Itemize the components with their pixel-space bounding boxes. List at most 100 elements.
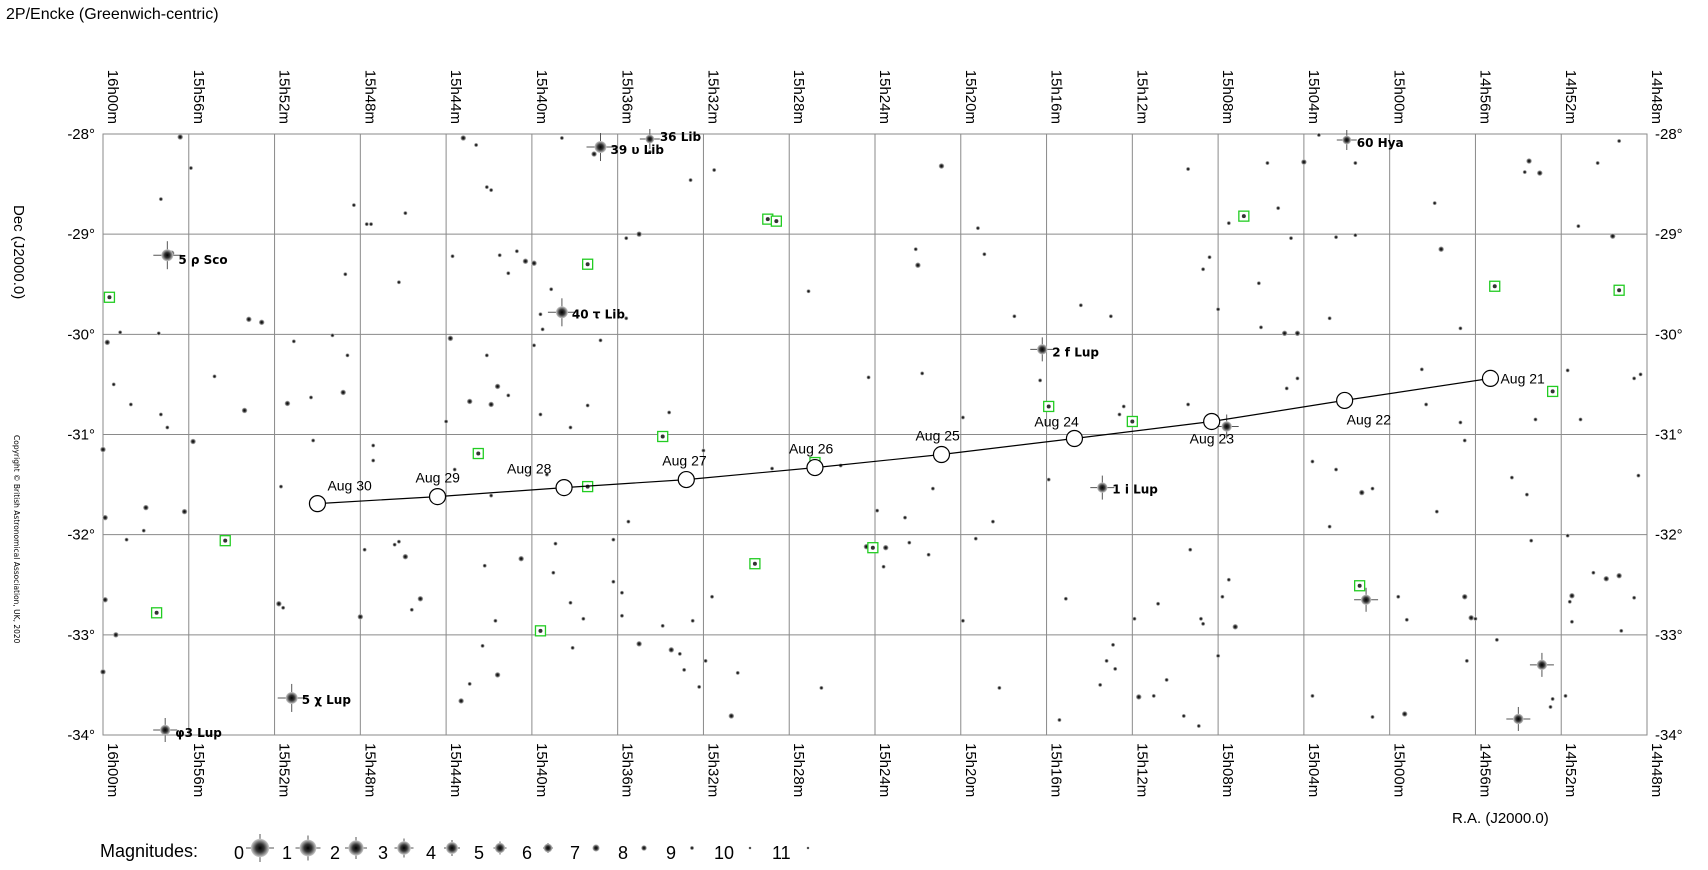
comet-date-label: Aug 27 [662, 453, 707, 469]
field-star [1569, 619, 1574, 624]
field-star [460, 135, 467, 141]
bright-star [1529, 652, 1554, 677]
variable-dot [1357, 583, 1362, 588]
field-star [212, 374, 217, 379]
field-star [1619, 628, 1624, 633]
star-label: 40 τ Lib [572, 307, 625, 321]
variable-dot [476, 451, 481, 456]
dec-tick-label-left: -32° [67, 527, 95, 544]
field-star [1284, 386, 1289, 391]
field-star [188, 166, 193, 171]
ra-tick-label-top: 15h52m [276, 70, 293, 124]
field-star [1201, 267, 1206, 272]
copyright-notice: Copyright © British Astronomical Associa… [12, 435, 21, 644]
ra-tick-label-bottom: 15h16m [1048, 743, 1065, 797]
ra-tick-label-bottom: 15h36m [619, 743, 636, 797]
field-star [611, 537, 616, 542]
magnitude-value: 9 [666, 843, 676, 863]
named-star [153, 241, 182, 270]
field-star [1632, 376, 1637, 381]
legend-star [592, 844, 600, 852]
field-star [875, 508, 880, 513]
field-star [158, 197, 163, 202]
variable-dot [1492, 284, 1497, 289]
field-star [647, 150, 652, 155]
star-disc [1221, 421, 1232, 432]
bright-star [1214, 414, 1239, 439]
legend-star [690, 846, 694, 850]
dec-tick-label-left: -28° [67, 126, 95, 143]
field-star [396, 539, 401, 544]
field-star [1265, 161, 1270, 166]
star-disc [645, 134, 655, 144]
named-star [1336, 130, 1357, 151]
variable-star [1613, 284, 1625, 296]
field-star [351, 203, 356, 208]
dec-tick-label-right: -32° [1655, 527, 1683, 544]
field-star [1111, 642, 1116, 647]
field-star [1057, 717, 1062, 722]
field-star [1012, 314, 1017, 319]
star-disc [1097, 482, 1108, 493]
named-star [153, 717, 178, 742]
field-star [1578, 417, 1583, 422]
field-star [489, 188, 494, 193]
field-star [450, 254, 455, 259]
field-star [591, 151, 597, 157]
field-star [362, 547, 367, 552]
comet-position [555, 478, 573, 497]
field-star [1117, 412, 1122, 417]
field-star [369, 222, 374, 227]
field-star [1632, 595, 1637, 600]
ra-tick-label-bottom: 15h12m [1133, 743, 1150, 797]
field-star [568, 425, 573, 430]
field-star [284, 400, 291, 407]
dec-tick-label-right: -30° [1655, 326, 1683, 343]
dec-ticks-right: -28° -29° -30° -31° -32° -33° -34° [1655, 126, 1683, 744]
star-disc [161, 249, 174, 262]
ra-tick-label-top: 15h16m [1048, 70, 1065, 124]
comet-position [1203, 412, 1221, 431]
ra-tick-label-top: 15h36m [619, 70, 636, 124]
field-star [1576, 224, 1581, 229]
variable-star [1546, 385, 1559, 398]
field-star [1188, 547, 1193, 552]
field-star [1108, 314, 1113, 319]
field-star [1121, 404, 1126, 409]
field-star [697, 684, 702, 689]
variable-dot [107, 295, 112, 300]
field-star [1164, 677, 1169, 682]
field-star [1432, 201, 1437, 206]
field-star [553, 541, 558, 546]
field-star [506, 271, 511, 276]
field-star [417, 595, 424, 602]
comet-date-label: Aug 23 [1190, 430, 1235, 446]
comet-date-label: Aug 24 [1034, 414, 1079, 430]
ra-tick-label-top: 15h24m [876, 70, 893, 124]
variable-dot [752, 561, 757, 566]
field-star [246, 316, 252, 323]
field-star [1226, 221, 1231, 226]
field-star [466, 398, 473, 405]
field-star [371, 458, 376, 463]
field-star [494, 672, 501, 678]
field-star [1276, 206, 1281, 211]
magnitude-value: 10 [714, 843, 734, 863]
magnitude-value: 8 [618, 843, 628, 863]
field-star [915, 262, 921, 269]
field-star [636, 231, 642, 237]
field-star [396, 280, 401, 285]
field-star [1186, 167, 1191, 172]
field-star [158, 412, 163, 417]
field-star [1396, 594, 1401, 599]
ra-tick-label-bottom: 15h56m [190, 743, 207, 797]
field-star [1216, 653, 1221, 658]
field-star [1565, 533, 1570, 538]
field-star [522, 258, 529, 265]
ra-tick-label-bottom: 15h52m [276, 743, 293, 797]
ra-tick-label-bottom: 15h00m [1391, 743, 1408, 797]
field-star [1259, 325, 1263, 330]
field-star [1424, 402, 1429, 407]
variable-dot [774, 219, 779, 224]
field-star [1468, 615, 1474, 621]
